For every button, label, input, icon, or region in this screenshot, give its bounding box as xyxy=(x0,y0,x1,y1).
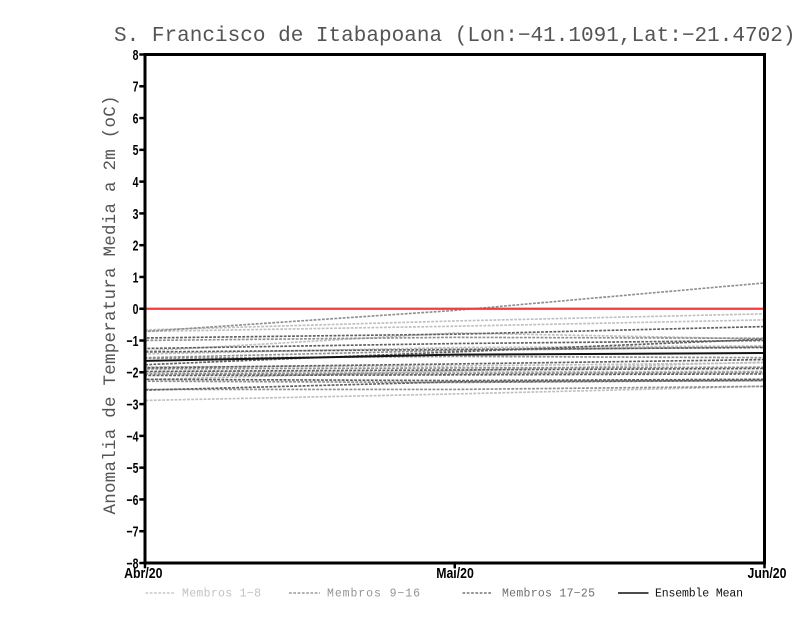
svg-text:−6: −6 xyxy=(127,491,139,508)
svg-text:6: 6 xyxy=(133,110,139,127)
svg-text:−4: −4 xyxy=(127,427,140,444)
svg-text:2: 2 xyxy=(133,237,139,254)
svg-text:Membros 9−16: Membros 9−16 xyxy=(327,588,420,601)
svg-text:Anomalia de Temperatura Media: Anomalia de Temperatura Media a 2m (oC) xyxy=(101,96,121,515)
svg-text:5: 5 xyxy=(133,141,139,158)
svg-text:8: 8 xyxy=(133,46,139,63)
svg-text:−3: −3 xyxy=(127,396,139,413)
svg-text:1: 1 xyxy=(133,268,139,285)
svg-text:Abr/20: Abr/20 xyxy=(124,565,163,581)
svg-text:Mai/20: Mai/20 xyxy=(436,565,474,581)
svg-text:0: 0 xyxy=(133,300,139,317)
svg-text:S. Francisco de Itabapoana (Lo: S. Francisco de Itabapoana (Lon:−41.1091… xyxy=(114,25,796,48)
svg-text:7: 7 xyxy=(133,78,139,95)
svg-text:4: 4 xyxy=(133,173,139,190)
svg-text:Ensemble Mean: Ensemble Mean xyxy=(655,588,743,601)
svg-text:Jun/20: Jun/20 xyxy=(748,565,787,581)
svg-text:−1: −1 xyxy=(127,332,139,349)
svg-text:Membros 1−8: Membros 1−8 xyxy=(182,588,261,601)
svg-text:−7: −7 xyxy=(127,523,139,540)
svg-text:−8: −8 xyxy=(127,554,139,571)
svg-text:3: 3 xyxy=(133,205,139,222)
svg-text:−5: −5 xyxy=(127,459,139,476)
svg-text:Membros 17−25: Membros 17−25 xyxy=(502,588,595,601)
svg-text:−2: −2 xyxy=(127,364,139,381)
